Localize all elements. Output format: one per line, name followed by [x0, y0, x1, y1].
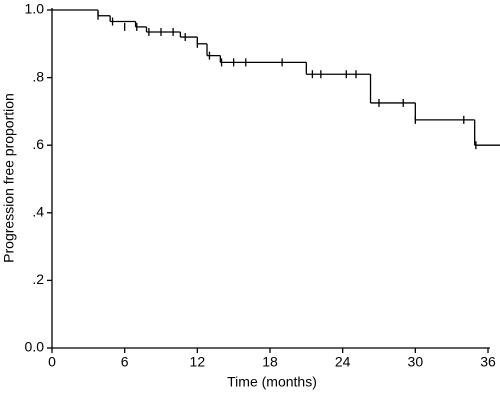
x-tick-label: 36 — [480, 354, 496, 370]
x-tick-label: 30 — [408, 354, 424, 370]
x-tick-label: 0 — [48, 354, 56, 370]
x-tick-label: 24 — [335, 354, 351, 370]
y-tick-label: 1.0 — [25, 1, 45, 17]
x-axis-title: Time (months) — [227, 374, 317, 390]
y-tick-label: .2 — [32, 271, 44, 287]
x-tick-label: 12 — [190, 354, 206, 370]
x-tick-label: 18 — [262, 354, 278, 370]
y-tick-label: .4 — [32, 204, 44, 220]
y-axis-title: Progression free proportion — [1, 93, 17, 263]
y-tick-label: .8 — [32, 68, 44, 84]
x-tick-label: 6 — [121, 354, 129, 370]
y-tick-label: 0.0 — [25, 339, 45, 355]
y-tick-label: .6 — [32, 136, 44, 152]
